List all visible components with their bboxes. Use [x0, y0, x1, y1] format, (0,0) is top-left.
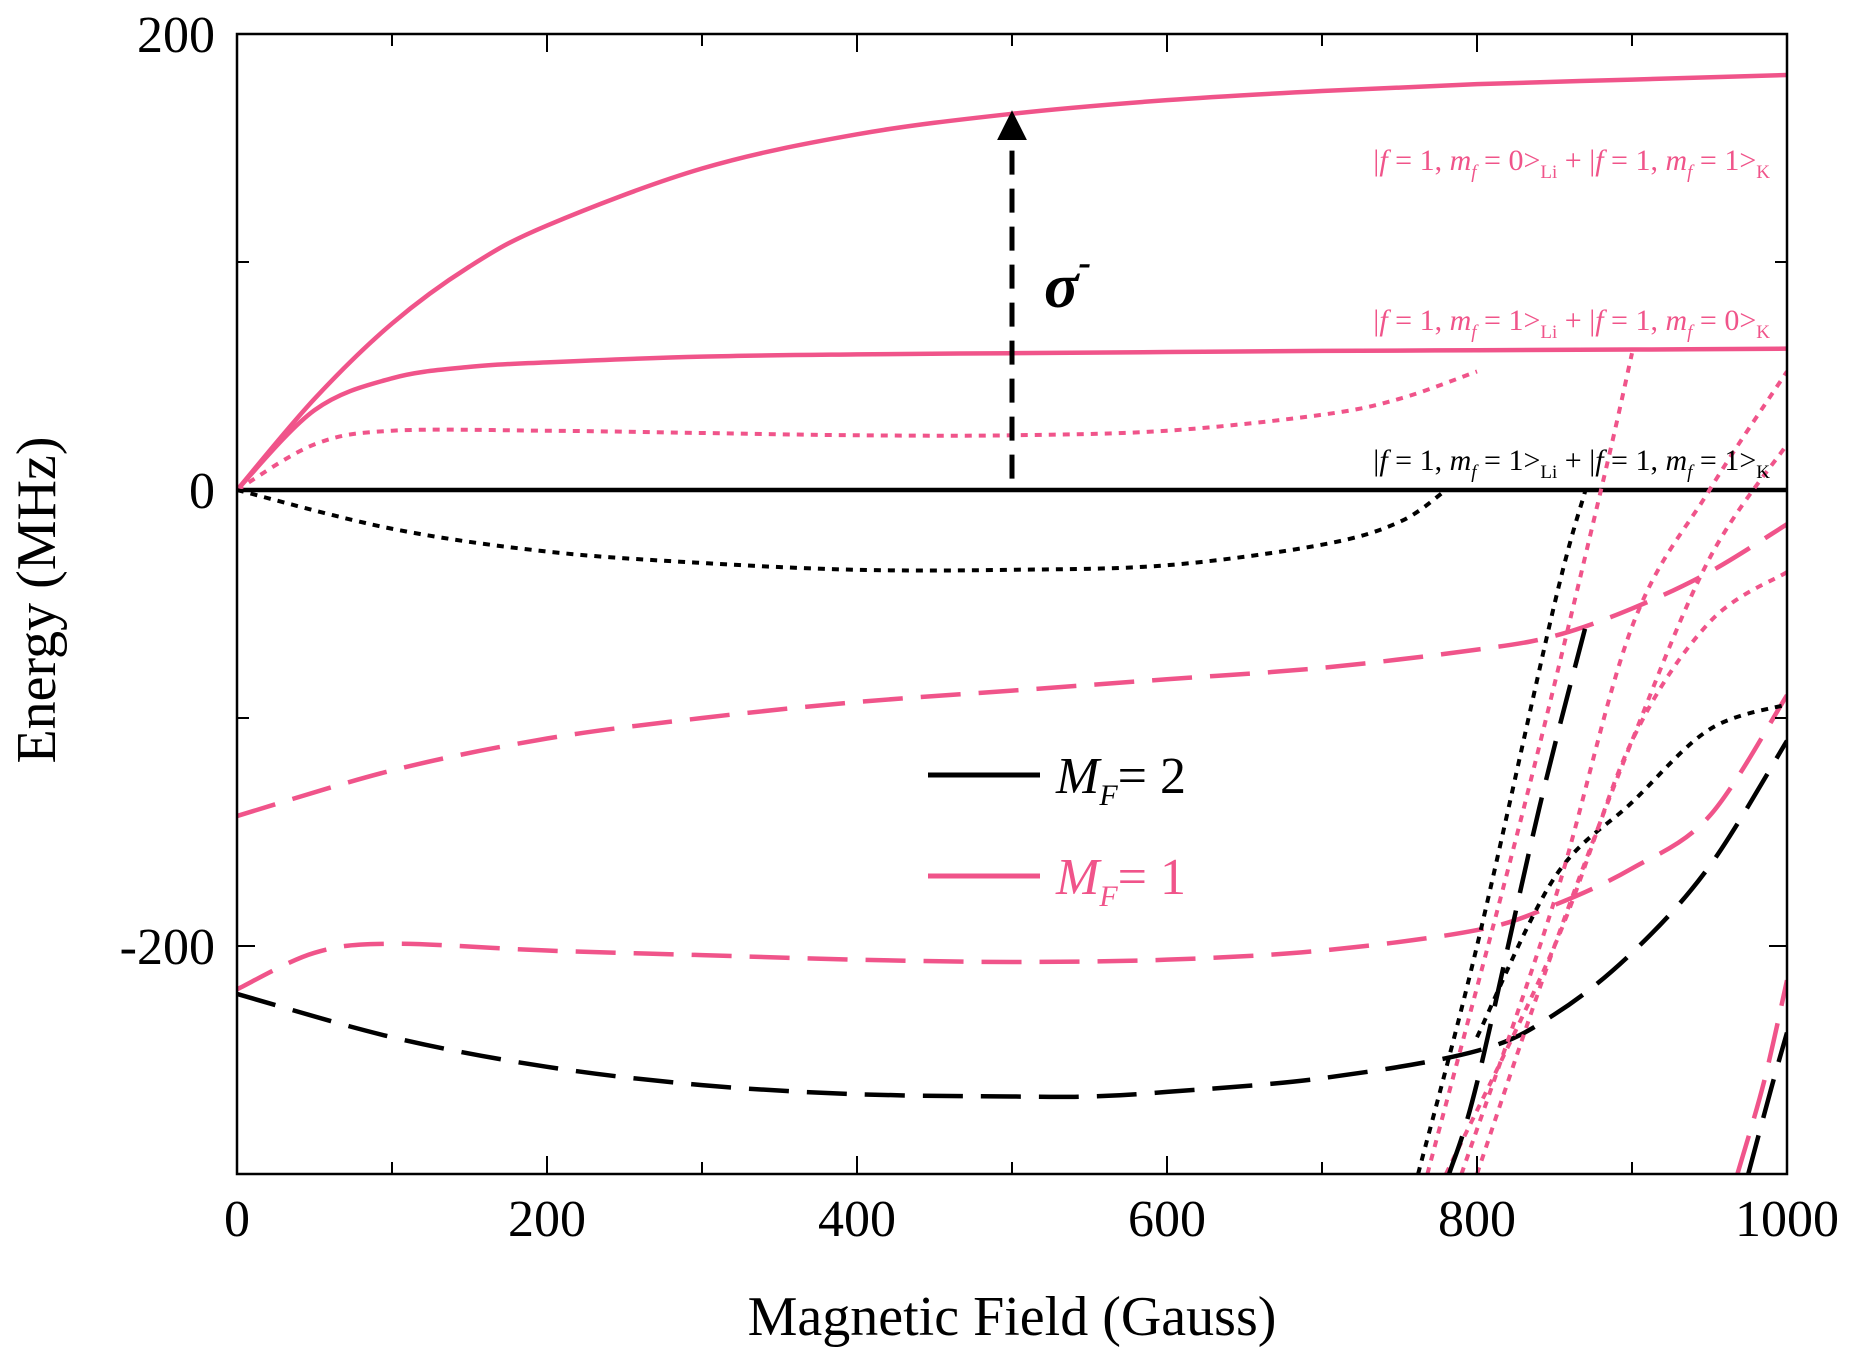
- y-tick-label: 0: [189, 463, 215, 520]
- series-line-15: [1735, 979, 1787, 1174]
- series-line-9: [1416, 489, 1588, 1174]
- x-tick-label: 0: [224, 1191, 250, 1248]
- annotation-3: |f = 1, mf = 1>Li + |f = 1, mf = 1>K: [1373, 444, 1770, 483]
- series-layer: [237, 72, 1787, 1174]
- series-line-8: [1475, 702, 1787, 1039]
- x-tick-label: 400: [818, 1191, 896, 1248]
- x-tick-label: 800: [1438, 1191, 1516, 1248]
- x-tick-label: 1000: [1735, 1191, 1839, 1248]
- series-line-16: [1746, 1032, 1787, 1174]
- x-tick-label: 600: [1128, 1191, 1206, 1248]
- y-tick-label: 200: [137, 7, 215, 64]
- ticks-layer: [236, 33, 1788, 1174]
- x-tick-label: 200: [508, 1191, 586, 1248]
- series-line-12: [1475, 443, 1787, 1174]
- legend-label-mf1: MF= 1: [1055, 849, 1186, 913]
- series-line-14: [1446, 626, 1588, 1174]
- legend-label-mf2: MF= 2: [1055, 748, 1186, 812]
- series-line-6: [237, 693, 1787, 992]
- tick-labels-layer: 0 200 400 600 800 1000 -200 0 200: [120, 7, 1839, 1248]
- y-tick-label: -200: [120, 919, 215, 976]
- x-axis-title: Magnetic Field (Gauss): [748, 1286, 1277, 1348]
- series-line-3: [237, 369, 1478, 492]
- series-line-13: [1444, 570, 1787, 1174]
- y-axis-title: Energy (MHz): [6, 436, 68, 763]
- legend: MF= 2 MF= 1: [928, 748, 1186, 913]
- series-line-4: [237, 488, 1448, 573]
- sigma-label: σ-: [1044, 242, 1091, 321]
- annotation-2: |f = 1, mf = 1>Li + |f = 1, mf = 0>K: [1373, 304, 1770, 343]
- series-line-0: [237, 72, 1787, 492]
- series-line-5: [237, 522, 1787, 819]
- series-line-1: [237, 346, 1787, 492]
- annotation-1: |f = 1, mf = 0>Li + |f = 1, mf = 1>K: [1373, 144, 1770, 183]
- series-line-7: [237, 739, 1787, 1100]
- series-line-10: [1425, 352, 1634, 1174]
